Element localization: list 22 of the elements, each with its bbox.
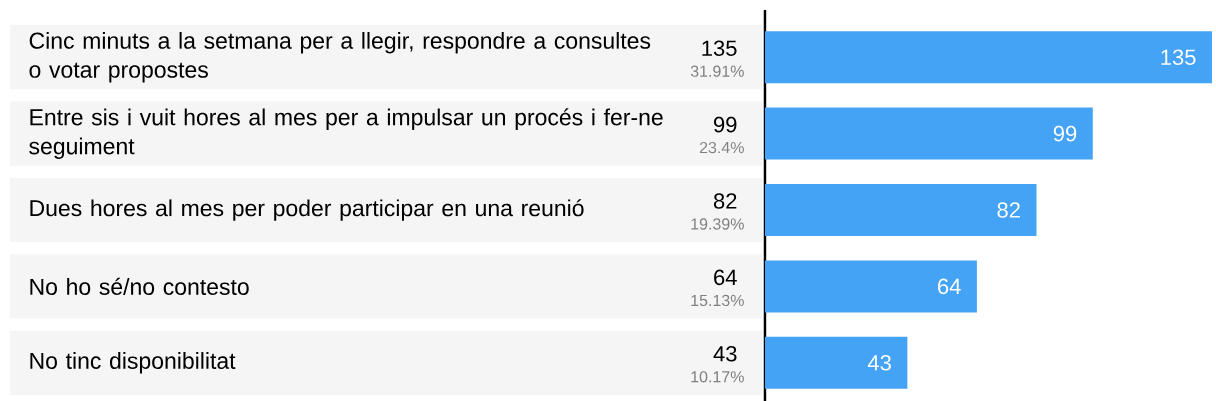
data-label: 43 xyxy=(867,354,891,371)
data-label: 64 xyxy=(938,278,961,295)
y-tick-label: Cinc minuts a la setmana per a llegir, respondre a consultes o votar propostes xyxy=(29,31,651,83)
y-tick-label: Entre sis i vuit hores al mes per a impulsar un procés i fer-ne seguiment xyxy=(29,108,663,159)
data-label: 82 xyxy=(997,202,1020,218)
text: 135 xyxy=(702,40,737,56)
text: 31.91% xyxy=(690,65,744,77)
text: 82 xyxy=(713,193,737,209)
text: 10.17% xyxy=(691,371,744,383)
bar xyxy=(764,260,977,313)
text: 23.4% xyxy=(699,141,744,154)
data-label: 99 xyxy=(1053,125,1077,142)
text: 15.13% xyxy=(691,294,744,307)
data-label: 135 xyxy=(1161,49,1196,65)
bar xyxy=(764,336,908,389)
y-tick-label: No tinc disponibilitat xyxy=(30,352,236,374)
y-tick-label: No ho sé/no contesto xyxy=(30,277,249,295)
text: 19.39% xyxy=(691,218,744,230)
text: 64 xyxy=(714,269,737,286)
y-tick-label: Dues hores al mes per poder participar en una reunió xyxy=(30,199,584,221)
text: 43 xyxy=(713,345,737,362)
text: 99 xyxy=(714,116,737,133)
